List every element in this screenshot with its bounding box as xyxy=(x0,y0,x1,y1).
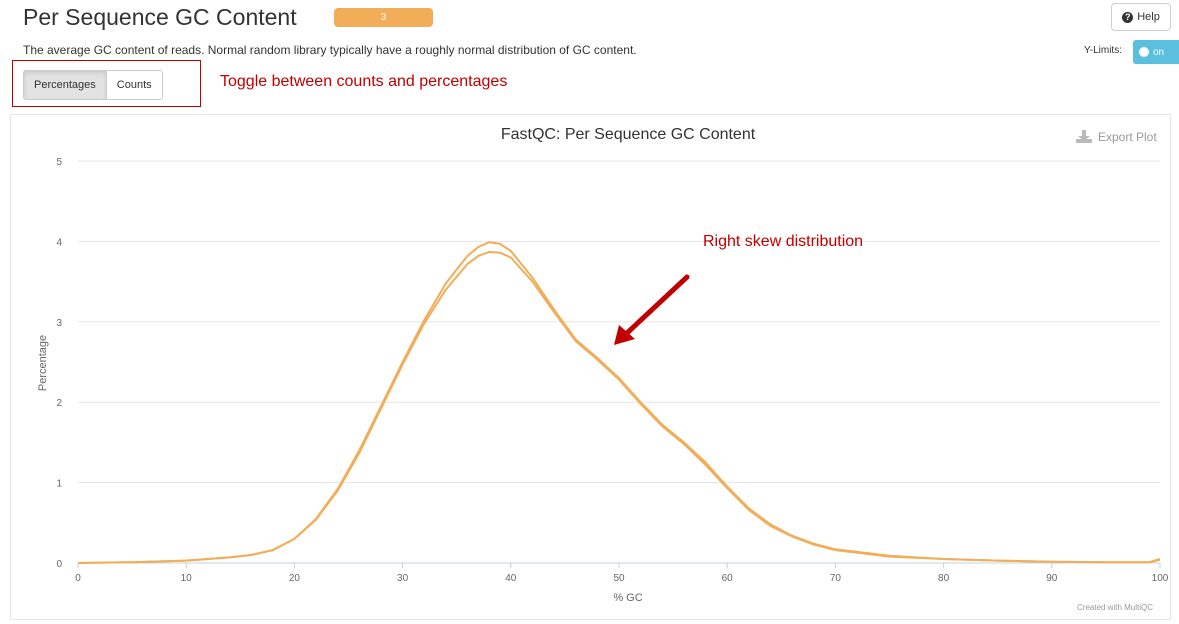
help-button[interactable]: ? Help xyxy=(1111,3,1171,31)
y-tick-label: 3 xyxy=(56,318,62,329)
x-tick-label: 50 xyxy=(613,573,625,584)
y-tick-label: 1 xyxy=(56,479,62,490)
help-label: Help xyxy=(1137,11,1160,23)
page-title: Per Sequence GC Content xyxy=(23,4,297,30)
export-label: Export Plot xyxy=(1098,130,1157,144)
x-tick-label: 10 xyxy=(181,573,193,584)
ylimits-toggle[interactable]: on xyxy=(1133,40,1179,64)
x-tick-label: 100 xyxy=(1152,573,1169,584)
credits: Created with MultiQC xyxy=(1077,603,1154,612)
x-tick-label: 70 xyxy=(830,573,842,584)
toggle-annotation: Toggle between counts and percentages xyxy=(220,73,508,90)
series-line-2[interactable] xyxy=(77,250,1161,564)
arrow-icon xyxy=(614,274,690,345)
skew-annotation: Right skew distribution xyxy=(703,233,863,250)
y-tick-label: 4 xyxy=(56,237,62,248)
x-tick-label: 80 xyxy=(938,573,950,584)
x-tick-label: 60 xyxy=(722,573,734,584)
ylimits-label: Y-Limits: xyxy=(1084,45,1122,56)
question-circle-icon: ? xyxy=(1122,11,1134,23)
toggle-knob xyxy=(1139,47,1149,57)
annotation-highlight-box xyxy=(12,60,201,107)
x-tick-label: 30 xyxy=(397,573,409,584)
y-tick-label: 0 xyxy=(56,559,62,570)
chart-title: FastQC: Per Sequence GC Content xyxy=(501,126,756,143)
counts-button[interactable]: Counts xyxy=(106,70,163,100)
ylimits-state: on xyxy=(1153,46,1165,58)
y-tick-label: 2 xyxy=(56,398,62,409)
y-tick-label: 5 xyxy=(56,157,62,168)
plot-frame xyxy=(10,114,1171,620)
x-tick-label: 20 xyxy=(289,573,301,584)
status-badge: 3 xyxy=(334,8,433,27)
percentages-button[interactable]: Percentages xyxy=(23,70,107,100)
download-icon xyxy=(1076,130,1092,143)
x-tick-label: 0 xyxy=(75,573,81,584)
data-toggle-group: Percentages Counts xyxy=(23,70,163,100)
section-description: The average GC content of reads. Normal … xyxy=(23,43,637,57)
x-tick-label: 40 xyxy=(505,573,517,584)
export-plot-button[interactable]: Export Plot xyxy=(1075,130,1157,144)
x-axis-label: % GC xyxy=(613,592,642,604)
y-axis-label: Percentage xyxy=(37,335,49,391)
x-tick-label: 90 xyxy=(1046,573,1058,584)
